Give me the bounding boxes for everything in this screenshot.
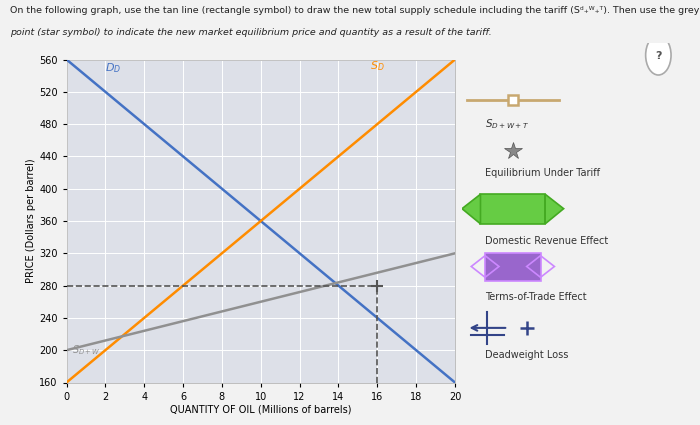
Text: ?: ?: [655, 51, 662, 61]
FancyBboxPatch shape: [485, 253, 540, 281]
Polygon shape: [462, 194, 480, 224]
Text: $S_D$: $S_D$: [370, 59, 384, 73]
Text: $S_{D+W+T}$: $S_{D+W+T}$: [485, 117, 529, 130]
Polygon shape: [545, 194, 564, 224]
Text: $S_{D+W}$: $S_{D+W}$: [72, 343, 101, 357]
Text: Terms-of-Trade Effect: Terms-of-Trade Effect: [485, 292, 587, 302]
Circle shape: [645, 35, 671, 75]
Y-axis label: PRICE (Dollars per barrel): PRICE (Dollars per barrel): [26, 159, 36, 283]
X-axis label: QUANTITY OF OIL (Millions of barrels): QUANTITY OF OIL (Millions of barrels): [170, 404, 351, 414]
Text: Equilibrium Under Tariff: Equilibrium Under Tariff: [485, 167, 600, 178]
Text: $D_D$: $D_D$: [105, 62, 122, 75]
Text: point (star symbol) to indicate the new market equilibrium price and quantity as: point (star symbol) to indicate the new …: [10, 28, 492, 37]
FancyBboxPatch shape: [480, 194, 545, 224]
Text: On the following graph, use the tan line (rectangle symbol) to draw the new tota: On the following graph, use the tan line…: [10, 6, 700, 15]
Text: Domestic Revenue Effect: Domestic Revenue Effect: [485, 236, 608, 246]
Text: Deadweight Loss: Deadweight Loss: [485, 350, 568, 360]
